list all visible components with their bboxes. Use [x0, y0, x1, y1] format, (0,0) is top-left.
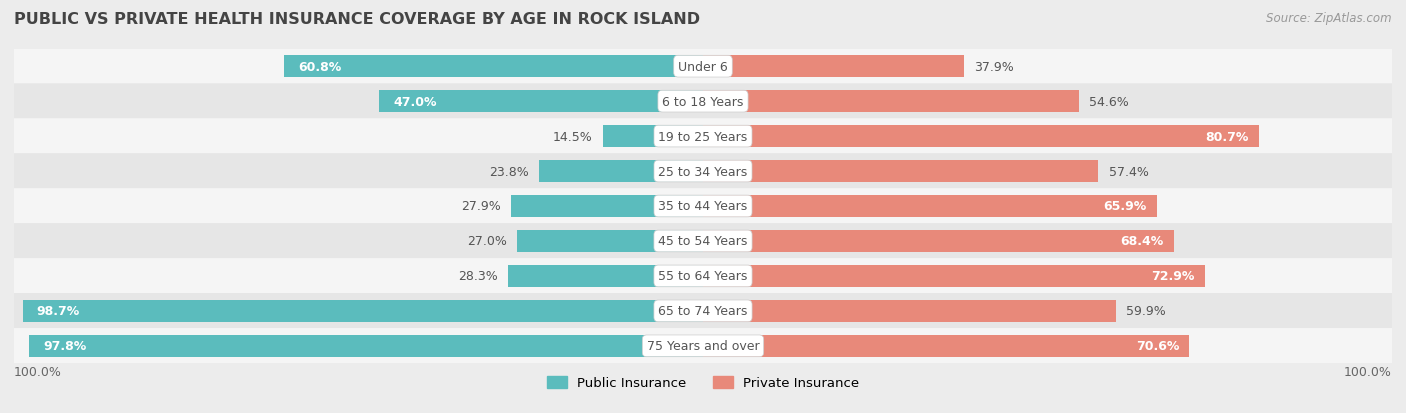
Text: 57.4%: 57.4%: [1109, 165, 1149, 178]
Text: 47.0%: 47.0%: [392, 95, 436, 108]
FancyBboxPatch shape: [14, 259, 1392, 294]
Bar: [703, 300, 1116, 322]
Text: 35 to 44 Years: 35 to 44 Years: [658, 200, 748, 213]
Text: 27.9%: 27.9%: [461, 200, 501, 213]
Bar: [703, 230, 1174, 252]
Bar: [22, 300, 703, 322]
Text: 54.6%: 54.6%: [1090, 95, 1129, 108]
Text: PUBLIC VS PRIVATE HEALTH INSURANCE COVERAGE BY AGE IN ROCK ISLAND: PUBLIC VS PRIVATE HEALTH INSURANCE COVER…: [14, 12, 700, 27]
Text: 23.8%: 23.8%: [489, 165, 529, 178]
Text: 59.9%: 59.9%: [1126, 305, 1166, 318]
Legend: Public Insurance, Private Insurance: Public Insurance, Private Insurance: [541, 370, 865, 394]
Text: 98.7%: 98.7%: [37, 305, 80, 318]
Text: 14.5%: 14.5%: [553, 130, 593, 143]
Text: 65.9%: 65.9%: [1104, 200, 1147, 213]
Text: Under 6: Under 6: [678, 61, 728, 74]
Bar: [510, 196, 703, 217]
Text: 72.9%: 72.9%: [1152, 270, 1195, 283]
Text: 70.6%: 70.6%: [1136, 339, 1180, 352]
Bar: [508, 266, 703, 287]
Text: 80.7%: 80.7%: [1205, 130, 1249, 143]
Text: 55 to 64 Years: 55 to 64 Years: [658, 270, 748, 283]
Bar: [603, 126, 703, 147]
FancyBboxPatch shape: [14, 49, 1392, 85]
Text: 37.9%: 37.9%: [974, 61, 1014, 74]
Bar: [703, 161, 1098, 183]
Bar: [703, 126, 1258, 147]
FancyBboxPatch shape: [14, 328, 1392, 364]
FancyBboxPatch shape: [14, 293, 1392, 329]
Bar: [703, 266, 1205, 287]
Text: 27.0%: 27.0%: [467, 235, 506, 248]
Text: 60.8%: 60.8%: [298, 61, 342, 74]
FancyBboxPatch shape: [14, 119, 1392, 154]
Bar: [380, 91, 703, 113]
Bar: [30, 335, 703, 357]
Text: 45 to 54 Years: 45 to 54 Years: [658, 235, 748, 248]
Text: 100.0%: 100.0%: [14, 365, 62, 378]
Text: 6 to 18 Years: 6 to 18 Years: [662, 95, 744, 108]
Text: 25 to 34 Years: 25 to 34 Years: [658, 165, 748, 178]
Text: Source: ZipAtlas.com: Source: ZipAtlas.com: [1267, 12, 1392, 25]
Bar: [703, 335, 1189, 357]
FancyBboxPatch shape: [14, 154, 1392, 190]
FancyBboxPatch shape: [14, 84, 1392, 120]
Text: 100.0%: 100.0%: [1344, 365, 1392, 378]
Text: 75 Years and over: 75 Years and over: [647, 339, 759, 352]
Bar: [703, 56, 965, 78]
Bar: [517, 230, 703, 252]
Bar: [703, 196, 1157, 217]
Bar: [538, 161, 703, 183]
Bar: [284, 56, 703, 78]
Text: 19 to 25 Years: 19 to 25 Years: [658, 130, 748, 143]
Text: 68.4%: 68.4%: [1121, 235, 1164, 248]
Text: 65 to 74 Years: 65 to 74 Years: [658, 305, 748, 318]
FancyBboxPatch shape: [14, 223, 1392, 259]
Bar: [703, 91, 1080, 113]
Text: 28.3%: 28.3%: [458, 270, 498, 283]
FancyBboxPatch shape: [14, 189, 1392, 224]
Text: 97.8%: 97.8%: [44, 339, 86, 352]
